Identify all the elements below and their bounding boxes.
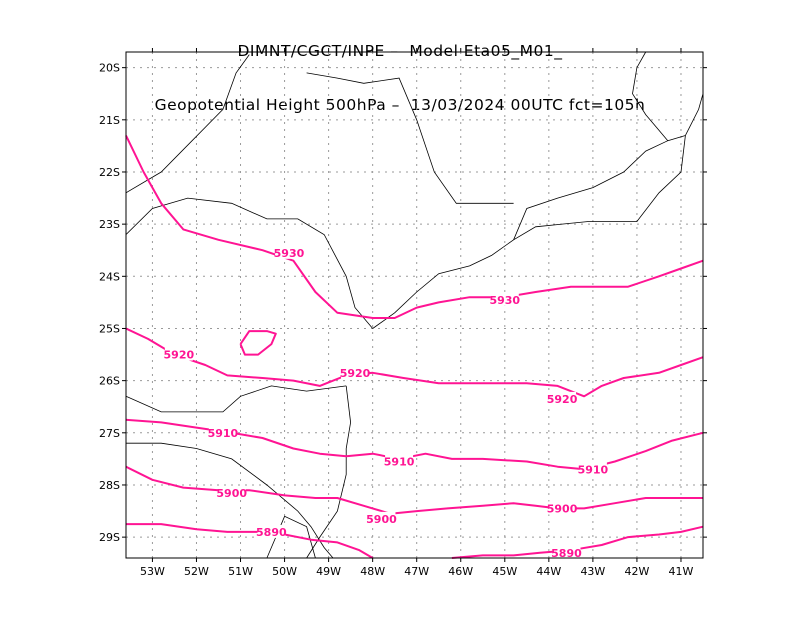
lon-tick-label: 41W [669,565,694,578]
contour-5890 [126,523,374,559]
contour-label: 5890 [256,526,287,539]
contour-label-bg [490,292,519,306]
contour-label-bg [217,485,246,499]
lon-tick-label: 42W [624,565,649,578]
border-line [266,515,316,559]
contour-label: 5930 [489,294,520,307]
longitude-axis: 53W 52W 51W 50W 49W 48W 47W 46W 45W 44W 43W 42W 41W [140,48,694,578]
contour-label: 5910 [578,463,609,476]
lon-tick-label: 46W [448,565,473,578]
contour-label: 5920 [547,393,578,406]
lon-tick-label: 51W [228,565,253,578]
contour-label: 5900 [366,513,397,526]
lon-tick-label: 48W [360,565,385,578]
lat-tick-label: 29S [99,531,120,544]
contour-label-bg [274,245,303,259]
coastline-and-state-borders [125,51,704,559]
contour-label: 5930 [274,247,305,260]
contour-label: 5910 [384,455,415,468]
lon-tick-label: 49W [316,565,341,578]
latitude-axis: 20S 21S 22S 23S 24S 25S 26S 27S 28S 29S [99,62,707,544]
contour-labels: 5930 5930 5920 5920 5920 5910 5910 5910 5900 5900… [164,245,609,560]
chart-title: DIMNT/CGCT/INPE – Model Eta05_M01_ Geopo… [0,6,800,132]
lat-tick-label: 28S [99,479,120,492]
contour-5900 [125,465,703,515]
contour-label-bg [164,347,193,361]
border-line [306,72,514,204]
border-line [125,197,374,329]
height-contours [125,135,704,559]
contour-5890 [451,525,704,559]
border-line [372,93,704,329]
contour-label: 5900 [216,487,247,500]
lon-tick-label: 50W [272,565,297,578]
title-line-1: DIMNT/CGCT/INPE – Model Eta05_M01_ [237,42,563,60]
contour-label-bg [208,425,237,439]
border-line [632,51,669,141]
lat-tick-label: 27S [99,427,120,440]
lat-tick-label: 22S [99,166,120,179]
lon-tick-label: 47W [404,565,429,578]
contour-label-bg [548,501,577,515]
contour-label-bg [385,454,414,468]
border-line [125,385,347,413]
contour-label: 5920 [340,367,371,380]
lon-tick-label: 53W [140,565,165,578]
contour-label: 5920 [164,349,195,362]
title-line-2: Geopotential Height 500hPa – 13/03/2024 … [154,96,646,114]
contour-label: 5900 [547,502,578,515]
lon-tick-label: 52W [184,565,209,578]
contour-label: 5890 [551,547,582,560]
contour-label-bg [367,511,396,525]
lat-tick-label: 24S [99,270,120,283]
contour-5930 [125,135,704,319]
contour-label-bg [578,462,607,476]
contour-label-bg [552,545,581,559]
border-line [513,135,686,240]
lat-tick-label: 21S [99,114,120,127]
lat-tick-label: 20S [99,62,120,75]
lat-tick-label: 23S [99,218,120,231]
border-line [125,54,250,194]
border-line [126,442,334,559]
contour-label-bg [257,524,286,538]
contour-label-bg [341,365,370,379]
border-line [306,385,352,559]
lon-tick-label: 43W [580,565,605,578]
contour-5920 [239,330,277,356]
lon-tick-label: 44W [536,565,561,578]
contour-label: 5910 [208,427,239,440]
lat-tick-label: 26S [99,375,120,388]
lat-tick-label: 25S [99,322,120,335]
lon-tick-label: 45W [492,565,517,578]
contour-label-bg [548,391,577,405]
contour-5920 [125,327,704,398]
plot-frame [125,51,704,559]
grid-lines [126,52,703,558]
